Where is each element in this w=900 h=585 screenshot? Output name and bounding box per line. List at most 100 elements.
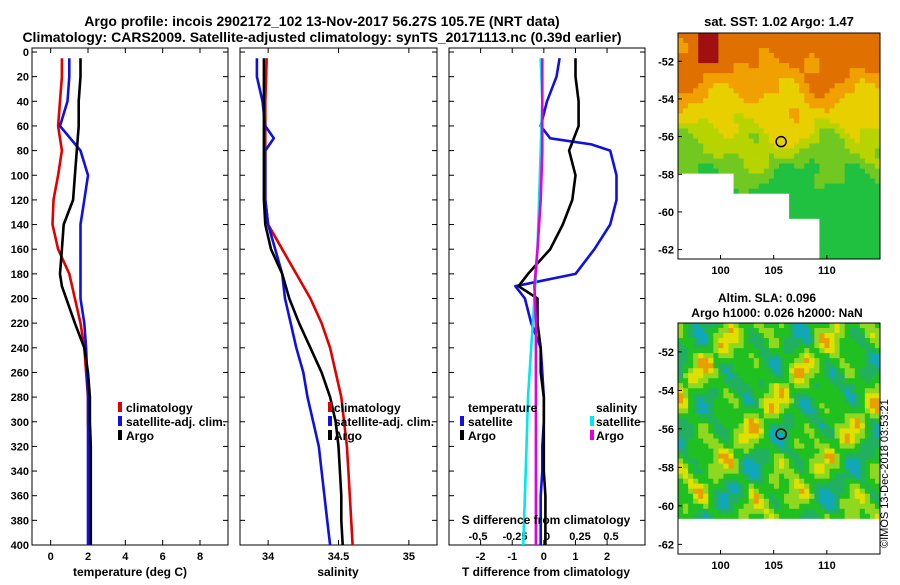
map-cell — [683, 378, 689, 384]
map-x-tick-label: 110 — [818, 265, 836, 277]
map-cell — [814, 213, 820, 220]
map-cell — [683, 398, 689, 404]
map-cell — [753, 213, 760, 220]
map-cell — [708, 538, 714, 545]
map-cell — [708, 128, 714, 134]
map-cell — [849, 463, 856, 470]
map-cell — [804, 138, 810, 144]
map-cell — [768, 523, 775, 530]
map-cell — [859, 143, 866, 149]
map-cell — [809, 218, 815, 225]
map-cell — [794, 543, 800, 550]
map-cell — [799, 243, 805, 250]
map-cell — [718, 403, 724, 409]
map-cell — [784, 498, 790, 505]
map-cell — [748, 138, 755, 144]
map-cell — [819, 113, 825, 119]
map-cell — [864, 178, 871, 185]
map-cell — [854, 173, 861, 180]
map-cell — [768, 478, 775, 485]
map-cell — [814, 48, 820, 54]
map-cell — [723, 488, 729, 495]
map-cell — [758, 218, 765, 225]
map-cell — [728, 188, 734, 195]
map-cell — [738, 183, 745, 190]
map-cell — [814, 508, 820, 515]
map-cell — [768, 158, 775, 164]
map-cell — [713, 468, 719, 475]
map-cell — [779, 123, 785, 129]
map-cell — [869, 383, 876, 389]
map-cell — [839, 43, 846, 49]
map-cell — [864, 53, 871, 59]
map-cell — [804, 108, 810, 114]
map-cell — [763, 548, 770, 555]
map-cell — [703, 253, 709, 260]
map-cell — [773, 38, 780, 44]
map-cell — [784, 223, 790, 230]
map-cell — [819, 128, 825, 134]
map-cell — [869, 198, 876, 205]
map-cell — [688, 368, 694, 374]
map-cell — [748, 198, 755, 205]
map-cell — [773, 188, 780, 195]
map-cell — [683, 383, 689, 389]
map-cell — [824, 103, 830, 109]
map-cell — [718, 448, 724, 454]
map-cell — [839, 468, 846, 475]
map-cell — [819, 403, 825, 409]
map-cell — [718, 453, 724, 459]
map-cell — [703, 128, 709, 134]
map-cell — [698, 413, 704, 419]
map-cell — [784, 68, 790, 74]
map-cell — [758, 443, 765, 449]
map-cell — [874, 333, 881, 339]
map-cell — [819, 538, 825, 545]
series-line-satellite-adj-clim- — [255, 58, 332, 546]
map-cell — [799, 228, 805, 235]
map-cell — [829, 498, 835, 505]
map-cell — [784, 188, 790, 195]
map-cell — [824, 83, 830, 89]
map-cell — [728, 428, 734, 434]
map-cell — [839, 98, 846, 104]
map-cell — [743, 373, 750, 379]
map-cell — [713, 433, 719, 439]
map-cell — [844, 453, 851, 459]
map-cell — [773, 483, 780, 490]
map-cell — [768, 33, 775, 39]
map-cell — [773, 53, 780, 59]
map-cell — [779, 333, 785, 339]
map-cell — [743, 198, 750, 205]
map-cell — [784, 323, 790, 329]
map-cell — [784, 133, 790, 139]
map-cell — [804, 48, 810, 54]
map-cell — [869, 393, 876, 399]
map-cell — [814, 418, 820, 424]
map-cell — [743, 33, 750, 39]
map-cell — [693, 338, 699, 344]
map-cell — [834, 108, 840, 114]
map-cell — [773, 453, 780, 459]
map-cell — [824, 448, 830, 454]
map-cell — [688, 73, 694, 79]
map-cell — [819, 138, 825, 144]
map-cell — [698, 458, 704, 465]
map-cell — [703, 93, 709, 99]
map-cell — [718, 113, 724, 119]
map-cell — [733, 548, 739, 555]
map-cell — [819, 53, 825, 59]
map-cell — [688, 468, 694, 475]
map-cell — [799, 68, 805, 74]
map-cell — [773, 333, 780, 339]
map-cell — [814, 413, 820, 419]
map-cell — [844, 398, 851, 404]
map-cell — [733, 428, 739, 434]
map-cell — [869, 408, 876, 414]
map-y-tick-label: -54 — [658, 94, 675, 106]
map-cell — [789, 368, 795, 374]
map-cell — [708, 468, 714, 475]
map-cell — [748, 53, 755, 59]
map-cell — [874, 48, 881, 54]
map-cell — [728, 138, 734, 144]
